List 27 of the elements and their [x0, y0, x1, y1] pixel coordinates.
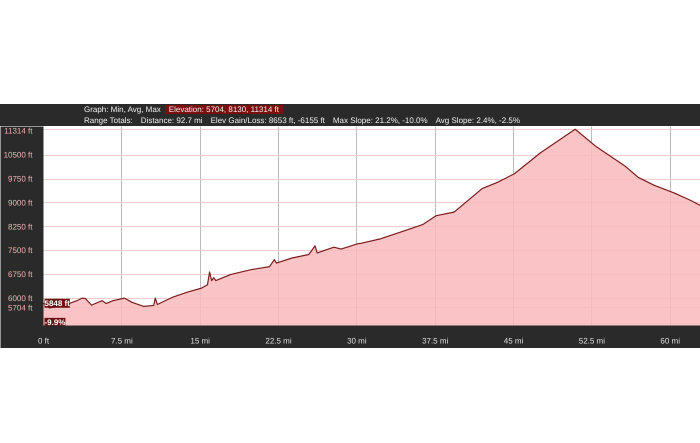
text: Distance: 92.7 mi — [140, 116, 204, 125]
y-tick-label: 9750 ft — [8, 174, 34, 184]
x-tick-label: 45 mi — [504, 336, 524, 346]
x-tick-label: 52.5 mi — [578, 336, 606, 346]
text: Graph: Min, Avg, Max — [83, 105, 162, 114]
text: Range Totals: — [83, 116, 134, 125]
text: Elev Gain/Loss: 8653 ft, -6155 ft — [210, 116, 326, 125]
annotation: -9.9% — [44, 318, 66, 327]
text: Elevation: 5704, 8130, 11314 ft — [164, 105, 283, 114]
y-tick-label: 6750 ft — [8, 270, 34, 280]
y-tick-label: 7500 ft — [8, 246, 34, 256]
y-tick-label: 6000 ft — [8, 294, 34, 303]
text: Avg Slope: 2.4%, -2.5% — [434, 116, 521, 125]
x-tick-label: 0 ft — [38, 336, 50, 346]
x-tick-label: 37.5 mi — [422, 336, 449, 346]
x-tick-label: 15 mi — [190, 336, 210, 346]
annotation: 5848 ft — [44, 298, 70, 308]
y-tick-label: 5704 ft — [8, 303, 34, 312]
y-tick-label: 11314 ft — [4, 126, 34, 136]
y-tick-label: 9000 ft — [8, 198, 34, 208]
y-tick-label: 8250 ft — [8, 222, 34, 232]
x-tick-label: 7.5 mi — [110, 336, 133, 346]
x-tick-label: 30 mi — [347, 336, 367, 346]
x-tick-label: 60 mi — [660, 336, 680, 346]
text: Max Slope: 21.2%, -10.0% — [332, 116, 429, 125]
y-tick-label: 10500 ft — [4, 150, 34, 160]
x-tick-label: 22.5 mi — [265, 336, 292, 346]
